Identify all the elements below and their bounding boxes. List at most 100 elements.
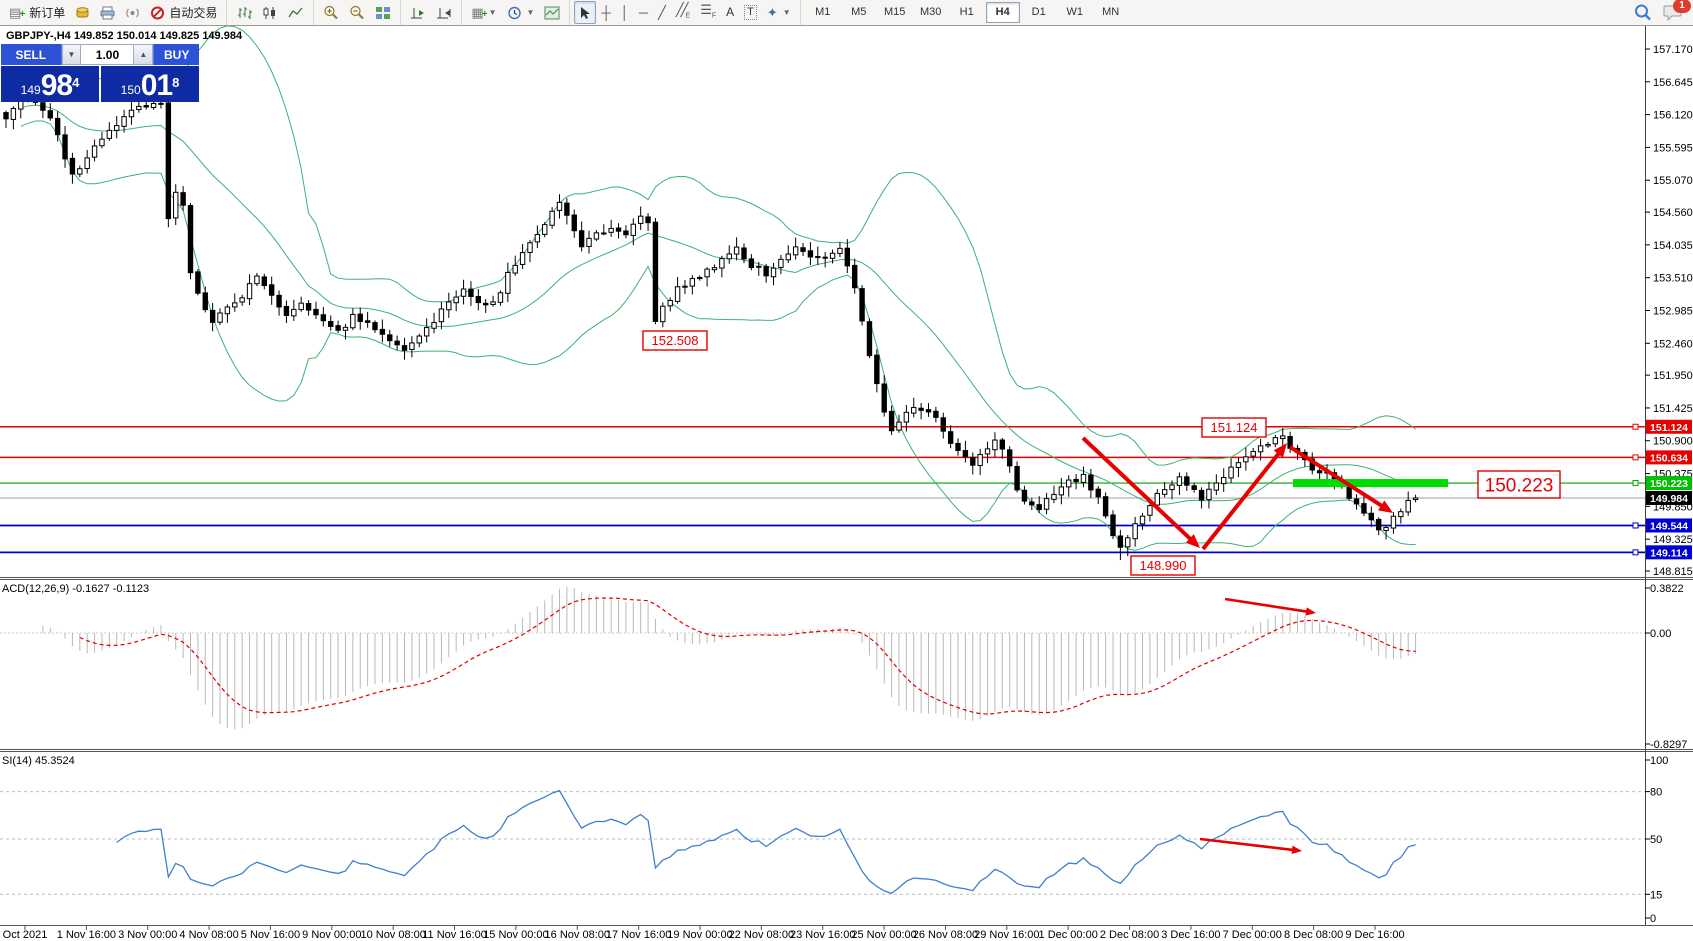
horizontal-line-icon: ─ <box>638 5 649 20</box>
toolbar-group-objects: ┼ │ ─ ╱ ╱╱E ☰F A T ✦ ▼ <box>570 0 801 25</box>
new-order-button[interactable]: ▤ + 新订单 <box>4 1 70 24</box>
timeframe-button-m5[interactable]: M5 <box>851 6 867 18</box>
cursor-icon <box>581 6 591 19</box>
rsi-indicator-label: SI(14) 45.3524 <box>2 755 75 767</box>
timeframe-button-w1[interactable]: W1 <box>1066 6 1083 18</box>
caret-down-icon: ▼ <box>526 8 535 17</box>
tile-windows-icon <box>376 6 391 19</box>
svg-text:Oct 2021: Oct 2021 <box>3 929 48 941</box>
svg-text:0.3822: 0.3822 <box>1650 583 1684 595</box>
search-icon[interactable] <box>1633 3 1653 23</box>
svg-text:155.595: 155.595 <box>1653 142 1693 154</box>
svg-text:0.00: 0.00 <box>1650 628 1671 640</box>
template-icon <box>544 6 560 19</box>
crosshair-tool-button[interactable]: ┼ <box>596 1 615 24</box>
horizontal-line-tool-button[interactable]: ─ <box>634 1 653 24</box>
trendline-tool-button[interactable]: ╱ <box>653 1 671 24</box>
timeframe-button-h4[interactable]: H4 <box>985 2 1020 23</box>
svg-text:155.070: 155.070 <box>1653 175 1693 187</box>
profiles-button[interactable]: ▼ <box>502 1 540 24</box>
new-order-icon: ▤ + <box>9 5 26 20</box>
tile-windows-button[interactable] <box>370 1 396 24</box>
bar-chart-icon <box>238 6 253 19</box>
print-button[interactable] <box>95 1 120 24</box>
svg-text:150.223: 150.223 <box>1650 478 1688 490</box>
svg-text:9 Nov 00:00: 9 Nov 00:00 <box>302 929 361 941</box>
new-order-label: 新订单 <box>29 6 66 20</box>
timeframe-button-m30[interactable]: M30 <box>920 6 942 18</box>
toolbar-right: 1 <box>1633 0 1693 23</box>
bar-chart-button[interactable] <box>231 1 257 24</box>
new-chart-icon: ▦ + <box>471 5 488 20</box>
signal-icon <box>126 8 140 17</box>
auto-trading-button[interactable]: 自动交易 <box>145 1 222 24</box>
svg-text:149.544: 149.544 <box>1650 520 1688 532</box>
text-tool-button[interactable]: A <box>721 1 739 24</box>
toolbar-group-timeframes: M1 M5 M15 M30 H1 H4 D1 W1 MN <box>801 0 1133 25</box>
zoom-in-button[interactable] <box>318 1 344 24</box>
timeframe-button-d1[interactable]: D1 <box>1031 6 1046 18</box>
svg-text:26 Nov 08:00: 26 Nov 08:00 <box>913 929 978 941</box>
volume-input[interactable] <box>81 44 134 65</box>
caret-down-icon: ▼ <box>782 8 791 17</box>
auto-scroll-button[interactable] <box>405 1 431 24</box>
buy-price-sup: 8 <box>172 75 180 90</box>
market-watch-button[interactable] <box>70 1 95 24</box>
svg-text:4 Nov 08:00: 4 Nov 08:00 <box>179 929 238 941</box>
buy-price-display[interactable]: 150 01 8 <box>101 66 199 102</box>
chart-window: 152.508 151.124 148.990 150.223 157.170 156.6… <box>0 25 1693 941</box>
notifications-button[interactable]: 1 <box>1663 0 1691 23</box>
svg-text:25 Nov 00:00: 25 Nov 00:00 <box>851 929 916 941</box>
chart-shift-button[interactable] <box>431 1 457 24</box>
volume-increase-button[interactable]: ▲ <box>133 44 154 65</box>
chart-symbol-header: GBPJPY-,H4 149.852 150.014 149.825 149.9… <box>6 30 243 42</box>
triangle-down-icon: ▼ <box>67 50 76 59</box>
caret-down-icon: ▼ <box>488 8 497 17</box>
timeframe-button-h1[interactable]: H1 <box>959 6 974 18</box>
volume-decrease-button[interactable]: ▼ <box>61 44 82 65</box>
one-click-trade-panel: SELL ▼ ▲ BUY 149 98 4 150 01 8 <box>1 44 200 102</box>
candlestick-chart-button[interactable] <box>257 1 283 24</box>
line-chart-icon <box>288 7 303 17</box>
vertical-line-tool-button[interactable]: │ <box>616 1 634 24</box>
svg-text:15 Nov 00:00: 15 Nov 00:00 <box>483 929 548 941</box>
svg-text:-0.8297: -0.8297 <box>1650 739 1687 751</box>
svg-text:7 Dec 00:00: 7 Dec 00:00 <box>1223 929 1282 941</box>
cursor-tool-button[interactable] <box>574 1 597 24</box>
text-label-icon: T <box>744 5 757 20</box>
zoom-out-button[interactable] <box>344 1 370 24</box>
fibonacci-icon: ☰F <box>700 1 717 20</box>
sell-price-display[interactable]: 149 98 4 <box>1 66 99 102</box>
channel-tool-button[interactable]: ╱╱E <box>671 1 695 24</box>
line-chart-button[interactable] <box>283 1 309 24</box>
svg-text:149.984: 149.984 <box>1650 493 1688 505</box>
auto-trading-icon <box>151 6 165 19</box>
svg-text:1 Nov 16:00: 1 Nov 16:00 <box>57 929 116 941</box>
signal-button[interactable] <box>120 1 145 24</box>
svg-text:148.990: 148.990 <box>1140 558 1187 573</box>
svg-text:23 Nov 16:00: 23 Nov 16:00 <box>790 929 855 941</box>
toolbar-group-trade: ▤ + 新订单 自动交易 <box>0 0 228 25</box>
template-button[interactable] <box>539 1 565 24</box>
timeframe-button-m15[interactable]: M15 <box>884 6 906 18</box>
arrows-tool-button[interactable]: ✦ ▼ <box>762 1 796 24</box>
timeframe-button-mn[interactable]: MN <box>1102 6 1120 18</box>
text-label-tool-button[interactable]: T <box>739 1 762 24</box>
sell-price-small: 149 <box>20 83 41 97</box>
notification-badge: 1 <box>1673 0 1691 13</box>
svg-text:151.124: 151.124 <box>1211 420 1258 435</box>
shapes-icon: ✦ <box>766 5 778 20</box>
fibonacci-tool-button[interactable]: ☰F <box>695 1 721 24</box>
svg-text:80: 80 <box>1650 787 1662 799</box>
sell-button[interactable]: SELL <box>1 44 62 65</box>
svg-text:157.170: 157.170 <box>1653 44 1693 56</box>
buy-button[interactable]: BUY <box>153 44 200 65</box>
svg-text:150.634: 150.634 <box>1650 452 1688 464</box>
svg-text:50: 50 <box>1650 834 1662 846</box>
timeframe-button-m1[interactable]: M1 <box>815 6 831 18</box>
svg-text:149.325: 149.325 <box>1653 534 1693 546</box>
new-chart-button[interactable]: ▦ + ▼ <box>466 1 501 24</box>
buy-price-small: 150 <box>120 83 141 97</box>
svg-text:148.815: 148.815 <box>1653 566 1693 578</box>
